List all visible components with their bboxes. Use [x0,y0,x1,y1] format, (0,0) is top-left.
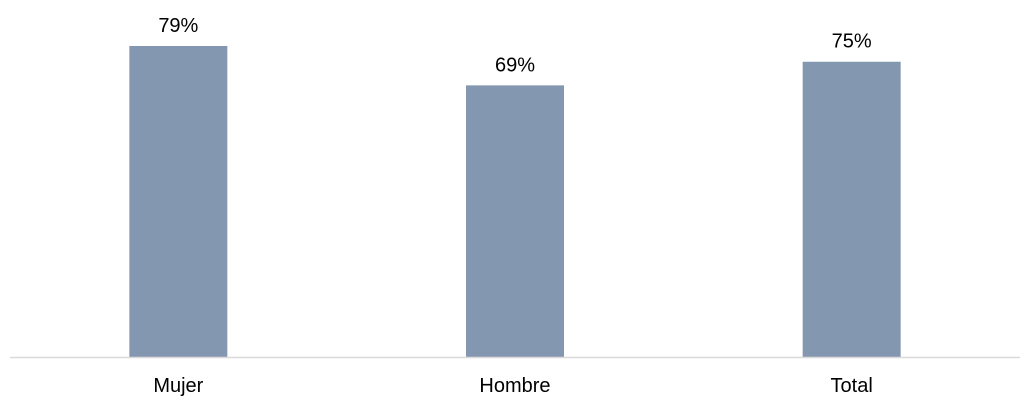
data-label-hombre: 69% [495,54,535,76]
data-labels-layer: 79% 69% 75% [158,15,872,76]
bar-mujer [129,46,228,357]
bar-total [802,61,901,358]
x-tick-label-hombre: Hombre [479,375,550,397]
data-label-mujer: 79% [158,15,198,37]
x-tick-labels-layer: Mujer Hombre Total [153,375,872,397]
bar-hombre [466,85,564,357]
data-label-total: 75% [832,31,872,53]
x-tick-label-mujer: Mujer [153,375,203,397]
bars-layer [129,46,901,358]
x-tick-label-total: Total [831,375,873,397]
